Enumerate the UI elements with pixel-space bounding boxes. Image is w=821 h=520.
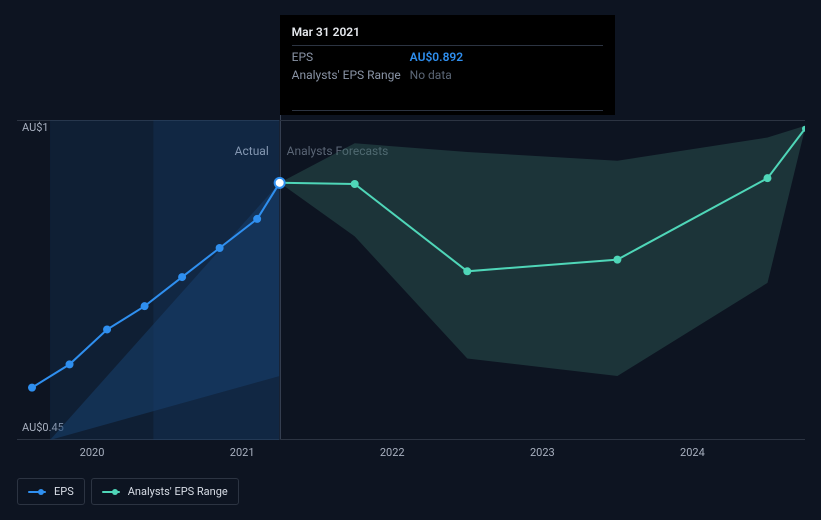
legend-label: EPS bbox=[54, 485, 74, 498]
tooltip-card: Mar 31 2021 EPS AU$0.892 Analysts' EPS R… bbox=[280, 15, 615, 115]
x-axis-tick: 2020 bbox=[80, 446, 105, 459]
tooltip-value: No data bbox=[410, 68, 452, 82]
x-axis-tick: 2024 bbox=[680, 446, 705, 459]
tooltip-row-range: Analysts' EPS Range No data bbox=[292, 64, 603, 82]
chart-svg bbox=[17, 120, 805, 440]
tooltip-value: AU$0.892 bbox=[410, 50, 463, 64]
legend: EPS Analysts' EPS Range bbox=[17, 478, 239, 505]
legend-label: Analysts' EPS Range bbox=[128, 485, 228, 498]
x-axis-tick: 2022 bbox=[380, 446, 405, 459]
legend-item-eps[interactable]: EPS bbox=[17, 478, 85, 505]
tooltip-key: EPS bbox=[292, 50, 410, 64]
legend-swatch-range bbox=[102, 487, 120, 497]
tooltip-divider bbox=[292, 110, 603, 111]
x-axis-tick: 2023 bbox=[530, 446, 555, 459]
tooltip-row-eps: EPS AU$0.892 bbox=[292, 46, 603, 64]
tooltip-key: Analysts' EPS Range bbox=[292, 68, 410, 82]
x-axis-tick: 2021 bbox=[230, 446, 255, 459]
chart-plot-area[interactable] bbox=[17, 120, 805, 440]
legend-swatch-eps bbox=[28, 487, 46, 497]
legend-item-eps-range[interactable]: Analysts' EPS Range bbox=[91, 478, 239, 505]
tooltip-date: Mar 31 2021 bbox=[292, 25, 603, 46]
